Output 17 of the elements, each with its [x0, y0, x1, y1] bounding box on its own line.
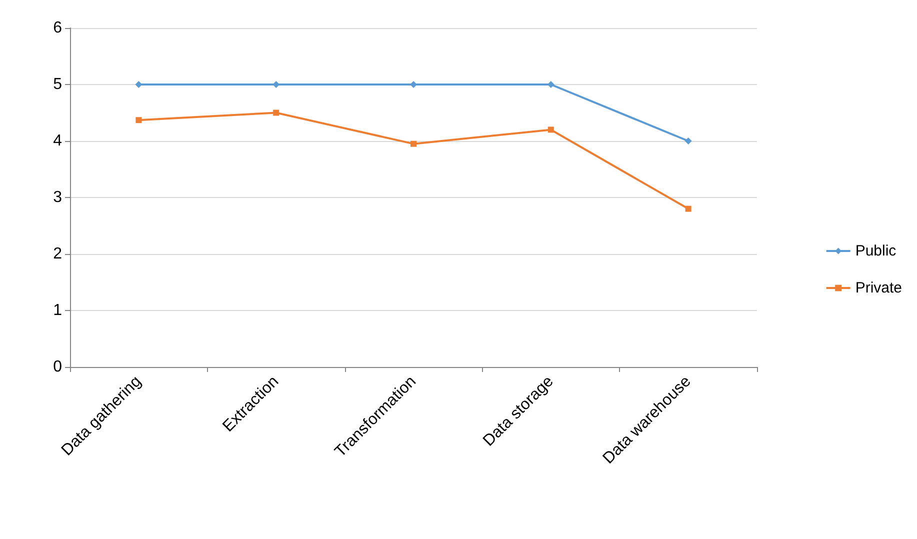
point: [548, 126, 554, 133]
point: [273, 110, 280, 116]
y-tick-label: 3: [53, 189, 62, 206]
y-tick-label: 6: [53, 20, 62, 36]
y-tick-label: 0: [53, 358, 62, 376]
y-tick-label: 2: [53, 246, 62, 262]
y-tick-label: 4: [53, 132, 62, 150]
legend-label: Private: [855, 280, 902, 296]
legend-label: Public: [855, 242, 897, 260]
point: [136, 117, 142, 124]
point: [685, 206, 692, 212]
point: [410, 140, 416, 147]
point: [135, 81, 142, 88]
point: [410, 81, 417, 88]
y-tick-label: 5: [53, 76, 62, 93]
point: [684, 138, 692, 144]
y-tick-label: 1: [53, 302, 62, 319]
